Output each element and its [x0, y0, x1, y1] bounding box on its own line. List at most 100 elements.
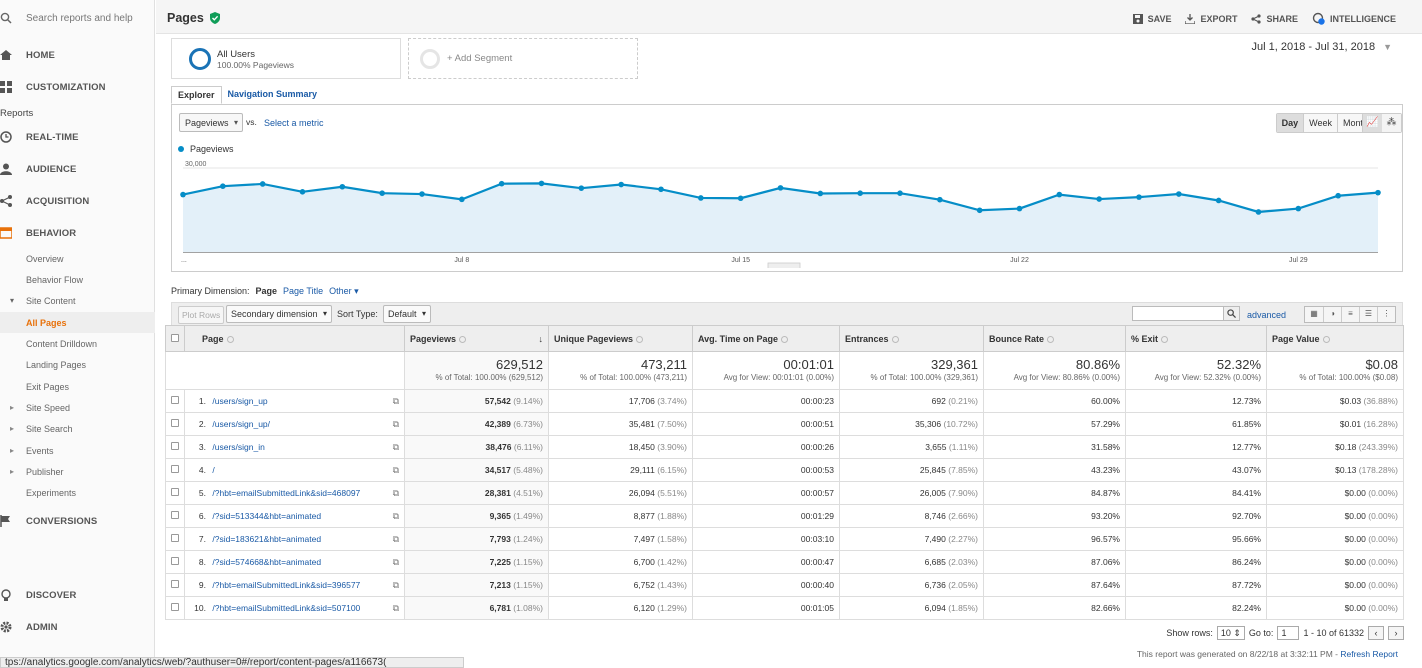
date-range-picker[interactable]: Jul 1, 2018 - Jul 31, 2018 ▼	[1252, 41, 1392, 53]
nav-events[interactable]: Events	[10, 446, 53, 456]
period-day-button[interactable]: Day	[1276, 114, 1304, 132]
nav-realtime[interactable]: REAL-TIME	[0, 131, 79, 143]
dimension-page-title[interactable]: Page Title	[283, 286, 324, 296]
add-segment-button[interactable]: + Add Segment	[408, 38, 638, 79]
nav-site-speed[interactable]: Site Speed	[10, 403, 70, 413]
row-checkbox[interactable]	[165, 435, 185, 459]
open-external-icon[interactable]: ⧉	[392, 418, 399, 429]
tab-navigation-summary[interactable]: Navigation Summary	[227, 89, 318, 99]
sort-type-select[interactable]: Default	[383, 305, 431, 323]
page-link[interactable]: /?hbt=emailSubmittedLink&sid=507100	[212, 602, 361, 613]
row-checkbox[interactable]	[165, 481, 185, 505]
next-page-icon[interactable]: ›	[1388, 626, 1404, 640]
page-link[interactable]: /?sid=513344&hbt=animated	[212, 510, 322, 521]
nav-behavior[interactable]: BEHAVIOR	[0, 227, 76, 239]
cell-pageviews: 57,542 (9.14%)	[404, 389, 549, 413]
nav-experiments[interactable]: Experiments	[26, 488, 77, 498]
prev-page-icon[interactable]: ‹	[1368, 626, 1384, 640]
refresh-report-link[interactable]: Refresh Report	[1340, 649, 1398, 659]
nav-all-pages[interactable]: All Pages	[26, 318, 67, 328]
row-checkbox[interactable]	[165, 550, 185, 574]
page-link[interactable]: /users/sign_up/	[212, 418, 271, 429]
export-button[interactable]: EXPORT	[1185, 12, 1237, 25]
pie-chart-icon[interactable]: ◑	[1323, 307, 1341, 322]
goto-input[interactable]: 1	[1277, 626, 1300, 640]
save-button[interactable]: SAVE	[1132, 12, 1171, 25]
nav-exit-pages[interactable]: Exit Pages	[26, 382, 70, 392]
page-link[interactable]: /	[212, 464, 215, 475]
plot-rows-button[interactable]: Plot Rows	[178, 306, 225, 324]
table-search-button[interactable]	[1223, 306, 1240, 321]
page-link[interactable]: /?hbt=emailSubmittedLink&sid=468097	[212, 487, 361, 498]
pageviews-pct: (1.08%)	[513, 603, 543, 613]
col-page-value[interactable]: Page Value	[1266, 325, 1404, 352]
nav-publisher[interactable]: Publisher	[10, 467, 63, 477]
sidebar-search[interactable]: Search reports and help	[0, 10, 133, 26]
page-link[interactable]: /users/sign_in	[212, 441, 265, 452]
col-unique-pageviews[interactable]: Unique Pageviews	[548, 325, 693, 352]
open-external-icon[interactable]: ⧉	[392, 579, 399, 590]
nav-discover[interactable]: DISCOVER	[0, 589, 76, 601]
show-rows-select[interactable]: 10 ⇕	[1216, 626, 1245, 640]
tab-explorer[interactable]: Explorer	[171, 86, 222, 104]
nav-site-content[interactable]: Site Content	[10, 296, 75, 306]
data-table-icon[interactable]: ▦	[1305, 307, 1323, 322]
row-checkbox[interactable]	[165, 412, 185, 436]
page-link[interactable]: /?sid=574668&hbt=animated	[212, 556, 322, 567]
row-checkbox[interactable]	[165, 573, 185, 597]
col-bounce-rate[interactable]: Bounce Rate	[983, 325, 1126, 352]
page-link[interactable]: /?hbt=emailSubmittedLink&sid=396577	[212, 579, 361, 590]
col-exit[interactable]: % Exit	[1125, 325, 1267, 352]
motion-chart-icon[interactable]: ⁂	[1382, 114, 1401, 132]
cell-pageviews: 38,476 (6.11%)	[404, 435, 549, 459]
row-checkbox[interactable]	[165, 596, 185, 620]
open-external-icon[interactable]: ⧉	[392, 464, 399, 475]
line-chart-icon[interactable]: 📈	[1363, 114, 1382, 132]
reports-heading: Reports	[0, 108, 34, 119]
term-cloud-icon[interactable]: ⋮	[1377, 307, 1395, 322]
nav-content-drilldown[interactable]: Content Drilldown	[26, 339, 98, 349]
nav-site-search[interactable]: Site Search	[10, 424, 72, 434]
comparison-icon[interactable]: ☰	[1359, 307, 1377, 322]
period-week-button[interactable]: Week	[1303, 114, 1337, 132]
nav-overview[interactable]: Overview	[26, 254, 64, 264]
nav-behavior-flow[interactable]: Behavior Flow	[26, 275, 84, 285]
page-link[interactable]: /?sid=183621&hbt=animated	[212, 533, 322, 544]
nav-admin[interactable]: ADMIN	[0, 621, 58, 633]
row-checkbox[interactable]	[165, 389, 185, 413]
open-external-icon[interactable]: ⧉	[392, 395, 399, 406]
row-checkbox[interactable]	[165, 458, 185, 482]
share-button[interactable]: SHARE	[1251, 12, 1298, 25]
col-entrances[interactable]: Entrances	[839, 325, 984, 352]
segment-all-users[interactable]: All Users 100.00% Pageviews	[171, 38, 401, 79]
nav-conversions[interactable]: CONVERSIONS	[0, 515, 97, 527]
select-metric-link[interactable]: Select a metric	[264, 118, 324, 128]
open-external-icon[interactable]: ⧉	[392, 487, 399, 498]
nav-audience[interactable]: AUDIENCE	[0, 163, 76, 175]
page-link[interactable]: /users/sign_up	[212, 395, 268, 406]
col-pageviews[interactable]: Pageviews ↓	[404, 325, 549, 352]
nav-home[interactable]: HOME	[0, 49, 55, 61]
cell-bounce-rate: 87.06%	[983, 550, 1126, 574]
nav-acquisition[interactable]: ACQUISITION	[0, 195, 89, 207]
dimension-page[interactable]: Page	[255, 286, 278, 296]
open-external-icon[interactable]: ⧉	[392, 441, 399, 452]
select-all-checkbox[interactable]	[165, 325, 185, 352]
nav-landing-pages[interactable]: Landing Pages	[26, 360, 87, 370]
dimension-other[interactable]: Other ▾	[329, 286, 359, 296]
pagination: Show rows: 10 ⇕ Go to: 1 1 - 10 of 61332…	[1166, 626, 1404, 640]
performance-icon[interactable]: ≡	[1341, 307, 1359, 322]
open-external-icon[interactable]: ⧉	[392, 510, 399, 521]
open-external-icon[interactable]: ⧉	[392, 602, 399, 613]
secondary-dimension-select[interactable]: Secondary dimension	[226, 305, 332, 323]
advanced-filter-link[interactable]: advanced	[1246, 310, 1286, 320]
row-checkbox[interactable]	[165, 527, 185, 551]
open-external-icon[interactable]: ⧉	[392, 556, 399, 567]
row-checkbox[interactable]	[165, 504, 185, 528]
col-avg-time[interactable]: Avg. Time on Page	[692, 325, 840, 352]
metric-select[interactable]: Pageviews	[179, 113, 243, 132]
intelligence-button[interactable]: INTELLIGENCE	[1312, 12, 1396, 25]
nav-customization[interactable]: CUSTOMIZATION	[0, 81, 106, 93]
open-external-icon[interactable]: ⧉	[392, 533, 399, 544]
col-page[interactable]: Page	[184, 325, 405, 352]
